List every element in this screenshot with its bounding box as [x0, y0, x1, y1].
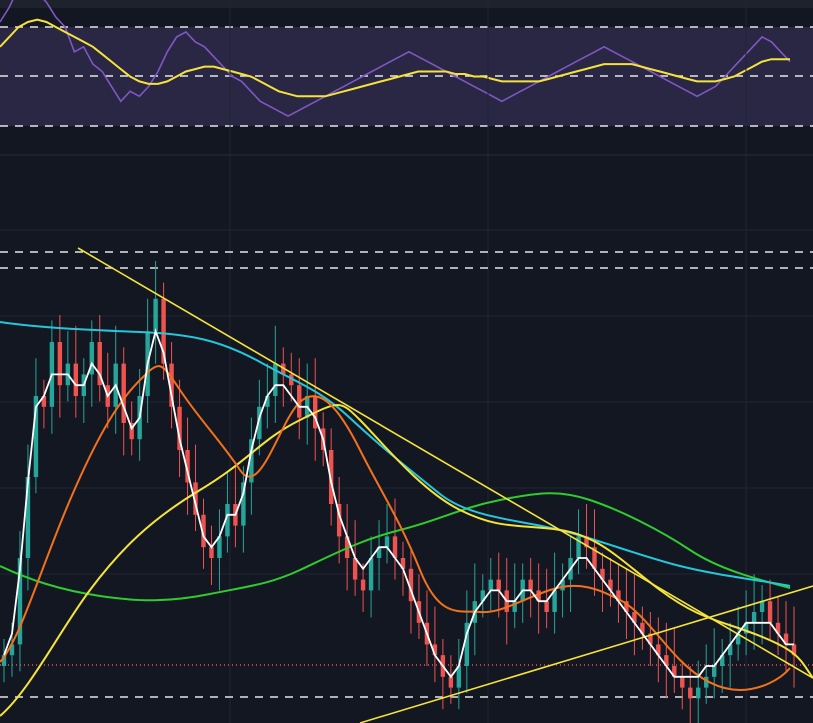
rsi-pane	[0, 0, 813, 156]
candle-body	[648, 633, 653, 645]
candle-body	[544, 601, 549, 612]
candle-body	[265, 396, 270, 407]
candle-body	[41, 396, 47, 407]
candle-body	[632, 612, 637, 623]
candle-body	[432, 644, 438, 656]
candle-body	[791, 644, 797, 656]
candle-body	[33, 396, 39, 477]
candle-body	[783, 633, 789, 645]
candle-body	[448, 676, 454, 688]
candle-body	[360, 579, 366, 591]
candle-body	[121, 363, 126, 423]
candle-body	[735, 633, 741, 645]
candle-body	[496, 579, 501, 591]
candle-body	[536, 590, 541, 602]
candle-body	[688, 687, 693, 699]
candle-body	[456, 666, 462, 688]
horizontal-grid	[0, 229, 813, 575]
candle-body	[177, 406, 182, 450]
candle-body	[727, 644, 733, 656]
candle-body	[751, 612, 757, 623]
candle-body	[249, 439, 254, 483]
candle-body	[257, 406, 262, 440]
candle-body	[185, 450, 190, 483]
candle-body	[680, 676, 685, 688]
candle-body	[97, 342, 102, 386]
candle-body	[57, 342, 63, 386]
candle-body	[273, 363, 278, 396]
candle-body	[767, 601, 773, 623]
candle-body	[775, 622, 781, 634]
candle-body	[376, 547, 382, 558]
candle-body	[193, 482, 198, 515]
candle-body	[328, 450, 334, 504]
candle-body	[616, 590, 621, 602]
candle-body	[743, 622, 749, 634]
candle-body	[664, 655, 669, 666]
candle-body	[672, 666, 677, 677]
candle-body	[201, 514, 206, 548]
candle-body	[9, 644, 15, 656]
candle-body	[759, 601, 765, 612]
candle-body	[241, 482, 246, 526]
candle-body	[512, 601, 517, 612]
candle-body	[408, 568, 414, 602]
candle-body	[712, 666, 717, 677]
candle-body	[392, 536, 398, 558]
candle-body	[17, 558, 23, 645]
rsi-top-strip	[0, 0, 813, 8]
candle-body	[153, 298, 158, 332]
trendline-descending	[77, 247, 813, 679]
ema-mid-line	[0, 365, 791, 692]
candle-body	[209, 547, 214, 558]
candle-body	[352, 558, 358, 580]
candle-body	[73, 363, 79, 396]
candle-body	[704, 676, 709, 688]
ma-yellow-line	[0, 404, 813, 717]
trendline-ascending	[359, 585, 813, 723]
candle-body	[696, 687, 701, 699]
rsi-ma-line	[0, 18, 790, 98]
candle-body	[488, 579, 493, 591]
candle-body	[656, 644, 661, 656]
ema-fast-line	[3, 328, 794, 679]
candle-body	[560, 579, 565, 591]
candle-body	[576, 536, 581, 558]
candle-body	[552, 590, 557, 612]
candle-body	[640, 622, 645, 634]
candle-body	[169, 363, 174, 407]
candle-body	[368, 558, 374, 591]
candle-body	[384, 536, 390, 548]
candle-body	[719, 655, 725, 666]
candle-body	[225, 504, 230, 537]
candle-body	[480, 590, 485, 602]
candle-body	[217, 536, 222, 558]
candle-body	[400, 558, 406, 569]
candle-body	[624, 601, 629, 612]
rsi-line	[0, 0, 791, 118]
ma-green-line	[0, 492, 791, 602]
candle-body	[25, 477, 31, 558]
candle-body	[528, 579, 533, 591]
candle-body	[584, 536, 589, 548]
candle-body	[289, 374, 294, 386]
candle-body	[592, 547, 597, 569]
candle-body	[161, 298, 166, 364]
candle-body	[608, 579, 613, 591]
candle-body	[89, 342, 94, 375]
candle-body	[1, 655, 7, 666]
candle-body	[336, 504, 342, 537]
candle-body	[129, 423, 134, 440]
candle-body	[600, 568, 605, 580]
candle-body	[464, 622, 470, 666]
